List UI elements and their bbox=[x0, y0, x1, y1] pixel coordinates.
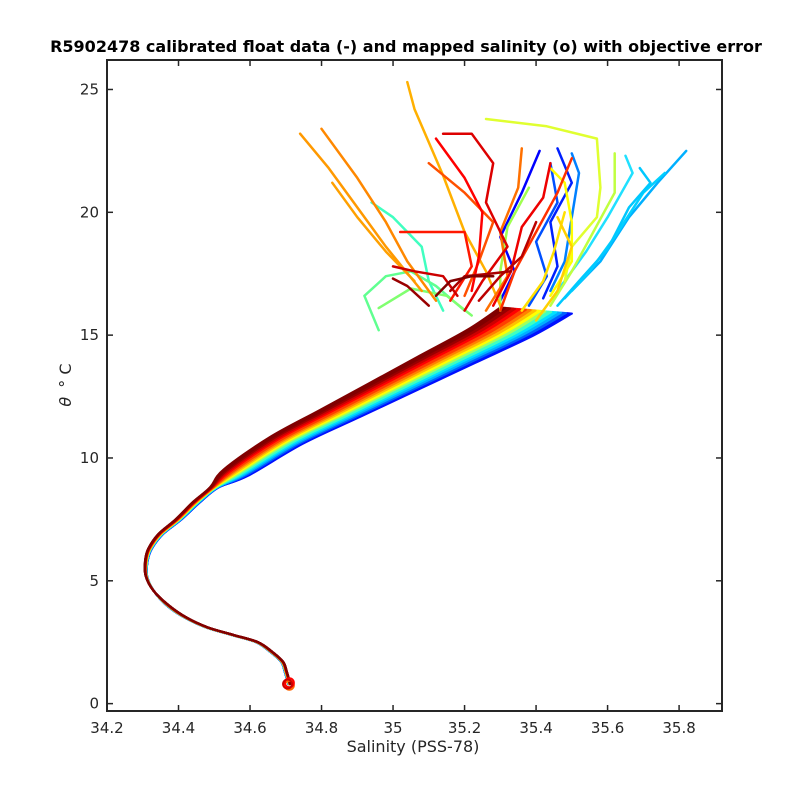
series-layer bbox=[143, 80, 688, 686]
series-line bbox=[520, 211, 566, 312]
x-tick-label: 34.6 bbox=[233, 719, 266, 737]
series-line bbox=[398, 230, 473, 302]
x-tick-label: 35.2 bbox=[448, 719, 481, 737]
series-line bbox=[549, 152, 616, 307]
x-tick-label: 35.6 bbox=[591, 719, 624, 737]
series-line bbox=[391, 277, 431, 307]
series-line bbox=[556, 166, 652, 307]
x-tick-label: 34.8 bbox=[305, 719, 338, 737]
series-line bbox=[499, 157, 574, 312]
x-axis: 34.2 34.4 34.6 34.8 35 35.2 35.4 35.6 35.8 bbox=[90, 60, 696, 737]
profile-line bbox=[143, 306, 502, 686]
series-line bbox=[549, 166, 574, 298]
y-tick-label: 0 bbox=[89, 695, 99, 713]
y-tick-label: 20 bbox=[80, 203, 99, 221]
series-line bbox=[298, 132, 423, 293]
mapped-salinity-point bbox=[282, 678, 294, 690]
y-axis-label-symbol: θ bbox=[56, 397, 75, 407]
y-tick-label: 15 bbox=[80, 326, 99, 344]
series-line bbox=[534, 215, 574, 322]
series-line bbox=[331, 181, 416, 283]
y-tick-label: 5 bbox=[89, 572, 99, 590]
x-tick-label: 35 bbox=[383, 719, 402, 737]
series-line bbox=[370, 201, 445, 312]
series-line bbox=[434, 137, 484, 293]
y-tick-label: 25 bbox=[80, 80, 99, 98]
y-axis: 0 5 10 15 20 25 bbox=[80, 80, 722, 713]
series-line bbox=[427, 161, 495, 298]
series-line bbox=[434, 274, 495, 298]
y-axis-label-unit: ° C bbox=[56, 363, 75, 387]
x-tick-label: 35.4 bbox=[519, 719, 552, 737]
series-line bbox=[477, 220, 538, 302]
y-tick-label: 10 bbox=[80, 449, 99, 467]
plot-frame bbox=[106, 59, 723, 712]
x-tick-label: 34.4 bbox=[162, 719, 195, 737]
x-tick-label: 34.2 bbox=[90, 719, 123, 737]
series-line bbox=[441, 132, 509, 312]
x-axis-label: Salinity (PSS-78) bbox=[347, 737, 480, 756]
mapped-salinity-layer bbox=[282, 677, 295, 691]
series-line bbox=[320, 127, 438, 302]
series-line bbox=[391, 265, 459, 298]
series-line bbox=[491, 161, 552, 307]
svg-text:θ ° C: θ ° C bbox=[56, 363, 75, 406]
y-axis-label: θ ° C bbox=[56, 363, 75, 406]
chart-title: R5902478 calibrated float data (-) and m… bbox=[50, 37, 762, 56]
x-tick-label: 35.8 bbox=[662, 719, 695, 737]
